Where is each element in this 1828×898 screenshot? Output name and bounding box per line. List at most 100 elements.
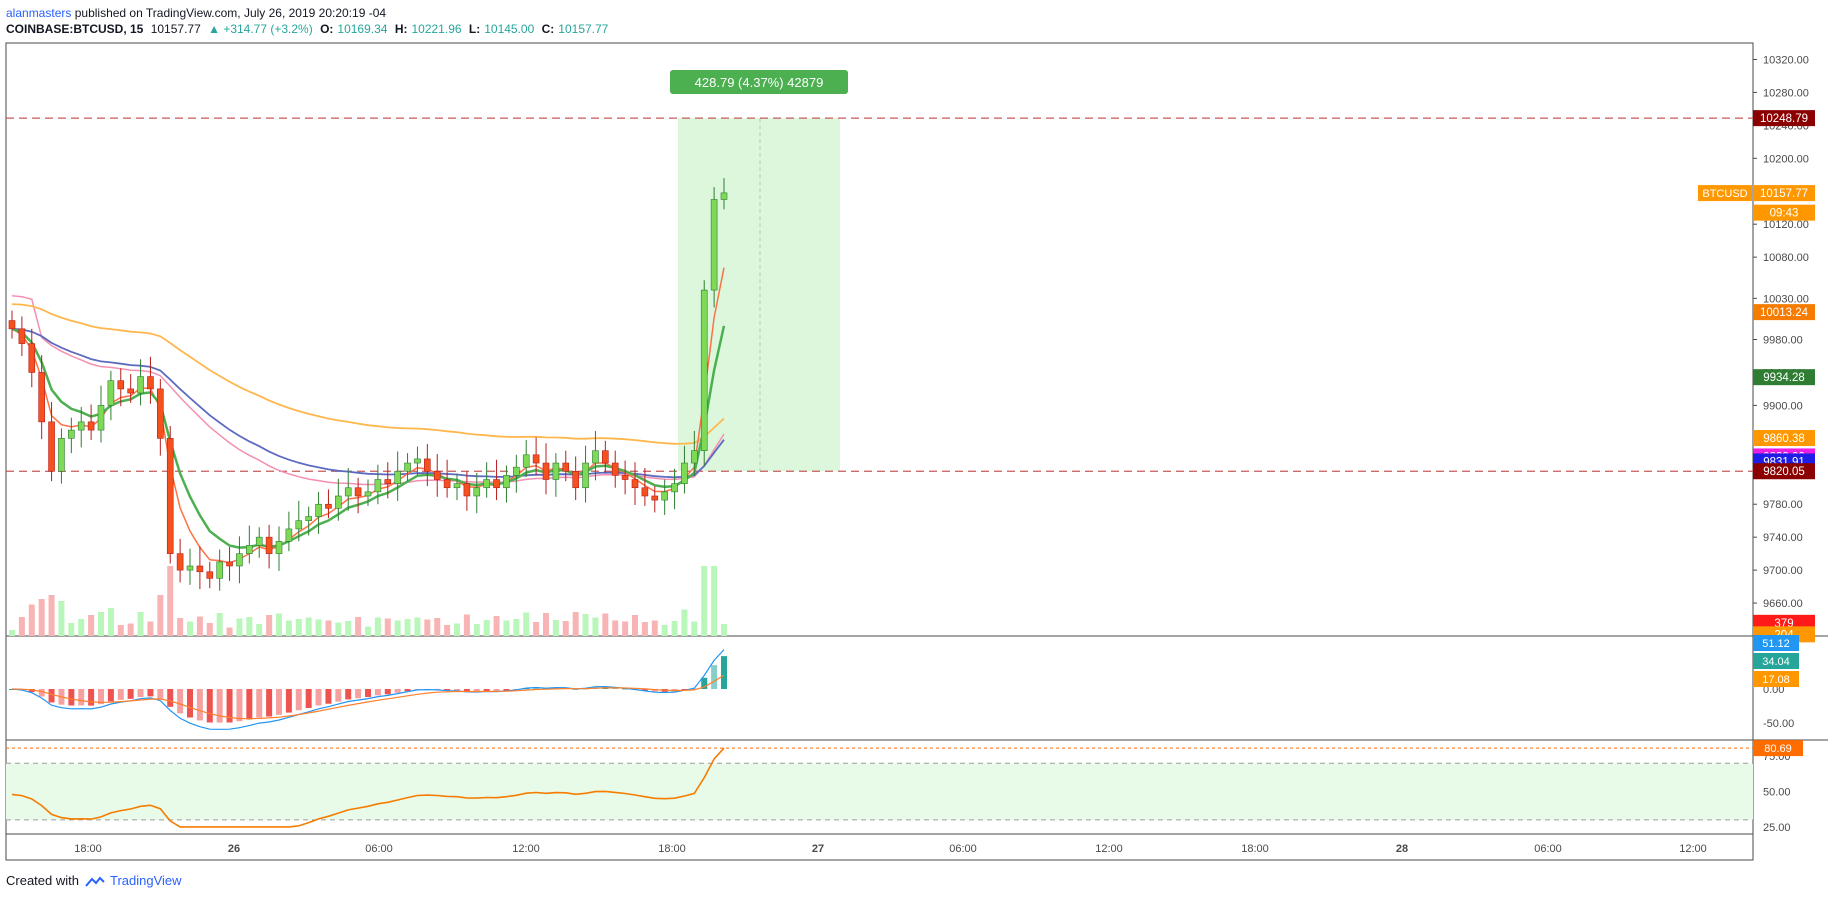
time-tick-label: 26 — [228, 843, 240, 855]
candle-body — [394, 470, 401, 484]
macd-hist-bar — [216, 689, 223, 723]
high-value: 10221.96 — [411, 22, 462, 36]
time-tick-label: 06:00 — [365, 843, 393, 855]
macd-hist-bar — [463, 689, 470, 692]
volume-bar — [88, 615, 95, 636]
last-price: 10157.77 — [150, 22, 201, 36]
volume-bar — [572, 612, 579, 636]
macd-hist-bar — [454, 689, 460, 691]
price-label-bg — [1753, 110, 1815, 127]
tradingview-logo-icon — [84, 876, 105, 887]
candle-body — [127, 388, 134, 394]
tradingview-link[interactable]: TradingView — [110, 873, 182, 888]
symbol-legend: COINBASE:BTCUSD, 15 10157.77 ▲ +314.77 (… — [6, 22, 612, 36]
candle-body — [483, 479, 490, 489]
volume-bar — [48, 595, 55, 636]
candle-body — [216, 561, 223, 579]
volume-bar — [137, 612, 144, 636]
volume-bar — [661, 625, 668, 636]
candle-body — [315, 503, 322, 517]
candle-body — [691, 450, 698, 464]
price-label-bg — [1753, 369, 1815, 386]
macd-hist-bar — [483, 689, 490, 692]
volume-bar — [523, 612, 530, 636]
macd-hist-bar — [98, 689, 104, 705]
rsi-value-bg — [1753, 740, 1803, 757]
macd-hist-bar — [523, 688, 530, 690]
candle-body — [295, 520, 303, 530]
price-label: 9860.38 — [1763, 433, 1805, 445]
price-label: 10013.24 — [1760, 307, 1809, 319]
volume-bar — [711, 566, 718, 636]
volume-bar — [701, 566, 708, 636]
author-link[interactable]: alanmasters — [6, 6, 72, 20]
candle-body — [246, 545, 253, 554]
symbol-name[interactable]: COINBASE:BTCUSD, 15 — [6, 22, 144, 36]
volume-bar — [78, 619, 85, 636]
price-tick-label: 9740.00 — [1763, 532, 1803, 544]
macd-hist-bar — [335, 689, 342, 702]
macd-hist-bar — [236, 689, 243, 722]
macd-hist-bar — [177, 689, 184, 714]
volume-bar — [562, 621, 569, 636]
volume-bar — [552, 620, 559, 636]
macd-hist-bar — [167, 689, 174, 707]
macd-hist-bar — [187, 689, 193, 718]
candle-body — [335, 495, 342, 509]
macd-hist-bar — [721, 656, 727, 689]
macd-value-label: 34.04 — [1762, 656, 1790, 668]
candle-body — [117, 380, 125, 390]
open-label: O: — [320, 22, 334, 36]
price-label-bg — [1753, 185, 1815, 202]
volume-bar — [127, 623, 134, 636]
macd-hist-bar — [384, 689, 391, 695]
price-tick-label: 10320.00 — [1763, 54, 1809, 66]
candle-body — [87, 421, 95, 431]
macd-hist-bar — [444, 689, 451, 691]
price-label-name: BTCUSD — [1702, 188, 1747, 200]
candle-body — [433, 470, 441, 480]
macd-hist-bar — [404, 689, 411, 692]
candle-body — [671, 483, 678, 493]
candle-body — [552, 462, 560, 480]
candle-body — [532, 454, 540, 464]
volume-bar — [424, 619, 431, 636]
time-tick-label: 18:00 — [658, 843, 686, 855]
volume-bar — [295, 619, 302, 636]
candle-body — [503, 475, 510, 489]
candle-body — [97, 405, 105, 431]
macd-hist-bar — [681, 689, 688, 691]
candle-body — [236, 553, 243, 567]
price-tick-label: 9660.00 — [1763, 598, 1803, 610]
macd-hist-bar — [701, 677, 708, 689]
volume-bar — [463, 614, 470, 636]
volume-bar — [107, 608, 114, 636]
macd-hist-bar — [295, 689, 302, 711]
volume-bar — [533, 622, 540, 636]
candle-body — [107, 380, 115, 406]
candle-body — [305, 516, 312, 521]
rsi-tick-label: 25.00 — [1763, 822, 1791, 834]
macd-hist-bar — [374, 689, 381, 696]
volume-bar — [513, 619, 520, 636]
volume-bar — [167, 566, 174, 636]
macd-hist-bar — [48, 689, 55, 703]
volume-bar — [641, 622, 648, 636]
volume-bar — [454, 623, 460, 636]
candle-body — [344, 487, 352, 497]
volume-bar — [394, 620, 401, 636]
candle-body — [453, 483, 461, 489]
time-tick-label: 12:00 — [512, 843, 540, 855]
price-tick-label: 10080.00 — [1763, 252, 1809, 264]
volume-bar — [256, 624, 263, 636]
volume-bar — [68, 623, 75, 636]
candle-body — [414, 458, 421, 464]
published-text: published on TradingView.com, July 26, 2… — [74, 6, 387, 20]
candle-body — [58, 438, 65, 472]
publish-info: alanmasters published on TradingView.com… — [6, 6, 386, 20]
candle-body — [522, 454, 530, 468]
volume-bar — [691, 621, 698, 636]
candle-body — [28, 343, 36, 373]
price-tick-label: 10200.00 — [1763, 153, 1809, 165]
